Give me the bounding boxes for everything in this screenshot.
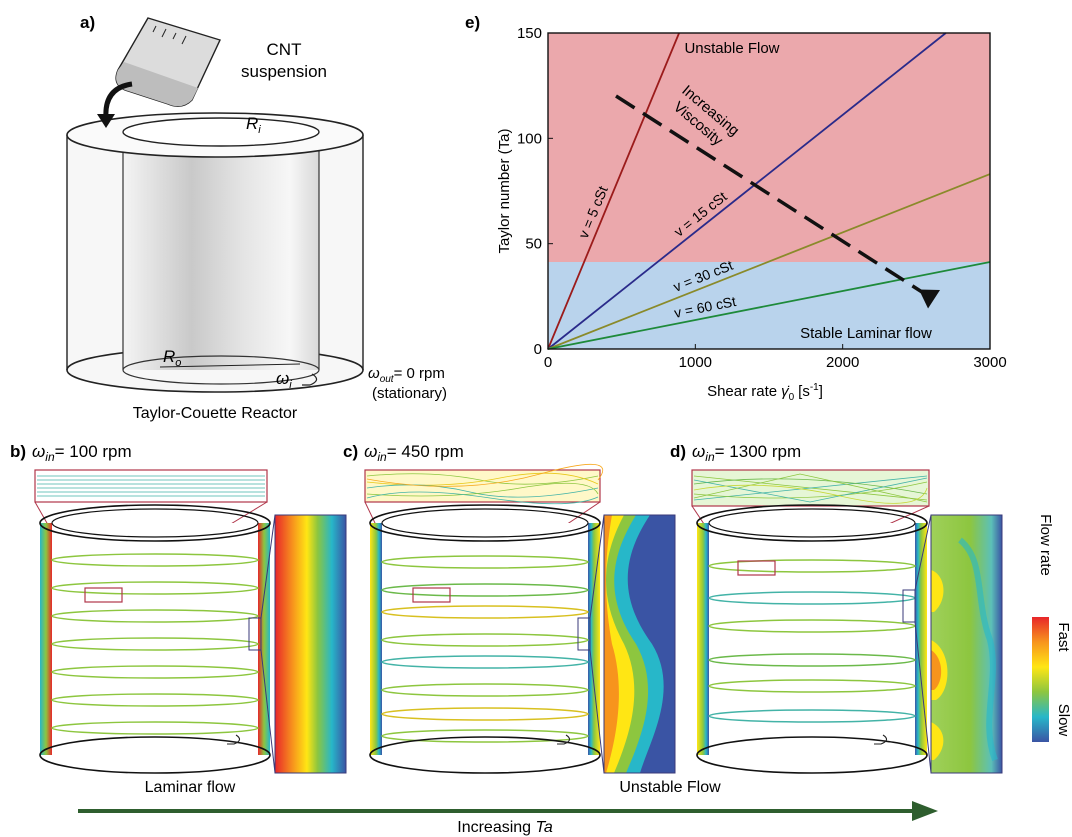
inner-cylinder-top <box>122 117 320 147</box>
plot-frame <box>547 32 991 350</box>
rotation-icon-c <box>557 734 571 745</box>
pour-arrow-icon <box>103 81 133 119</box>
side-zoom-line-b1 <box>260 514 276 619</box>
x-tick-label-0: 0 <box>544 354 552 371</box>
viscosity-arrowhead-icon <box>918 289 941 309</box>
panel-a-label: a) <box>80 13 95 32</box>
legend-gradient-bar <box>1032 617 1049 742</box>
cylinder-d-left-wall <box>697 523 709 755</box>
zoom-box-c <box>412 587 451 603</box>
inner-omega-label: ωi <box>276 369 292 391</box>
cylinder-b-right-wall <box>258 523 270 755</box>
y-tick-label-3: 150 <box>517 25 542 42</box>
x-tick-label-2: 2000 <box>826 354 859 371</box>
cylinder-c-right-wall <box>588 523 600 755</box>
cnt-label: CNT <box>267 40 302 59</box>
cylinder-b-top-outer <box>39 504 271 542</box>
flow-profile-d <box>930 514 1003 774</box>
cylinder-d-right-wall <box>915 523 927 755</box>
side-zoom-line-c1 <box>589 514 605 619</box>
viscosity-arrow <box>615 94 923 294</box>
flow-profile-c <box>603 514 676 774</box>
increasing-ta-label: Increasing Ta <box>457 819 553 836</box>
inset-streamlines-d <box>693 473 928 504</box>
reactor-caption: Taylor-Couette Reactor <box>133 405 298 422</box>
laminar-flow-label: Laminar flow <box>145 779 236 796</box>
cylinder-c-streamlines <box>381 555 589 743</box>
outer-omega-label: ωout= 0 rpm <box>368 365 445 385</box>
side-zoom-box-b <box>248 617 262 651</box>
cylinder-d-bottom <box>696 736 928 774</box>
legend-slow-label: Slow <box>1055 704 1072 737</box>
x-tick-label-1: 1000 <box>679 354 712 371</box>
cylinder-c-bottom <box>369 736 601 774</box>
x-axis-label: Shear rate γ̇0 [s-1] <box>707 382 823 403</box>
rotation-icon-d <box>874 734 888 745</box>
inset-streamlines-c <box>366 464 604 505</box>
panel-b: b) ωin= 100 rpm <box>10 442 347 774</box>
side-zoom-box-d <box>902 589 916 623</box>
flow-rate-legend: Flow rate Fast Slow <box>1032 514 1072 742</box>
cylinder-c-body <box>370 523 600 755</box>
outer-radius-label: Ro <box>163 347 181 369</box>
unstable-region <box>548 33 990 262</box>
cylinder-b-left-wall <box>40 523 52 755</box>
panel-d: d) ωin= 1300 rpm <box>670 442 1003 774</box>
unstable-region-label: Unstable Flow <box>684 40 779 57</box>
inset-zoom-b <box>34 469 268 503</box>
side-zoom-line-c2 <box>589 649 605 774</box>
rotation-icon-b <box>227 734 241 745</box>
series-line-4 <box>547 261 991 350</box>
inset-streamlines-b <box>37 475 265 497</box>
side-zoom-line-d1 <box>914 514 932 591</box>
side-zoom-box-c <box>577 617 591 651</box>
cylinder-b-top-inner <box>51 508 259 538</box>
series-line-3 <box>547 173 991 350</box>
zoom-box-b <box>84 587 123 603</box>
cylinder-b-bottom <box>39 736 271 774</box>
panel-a: a) Ri Ro ωi CNT suspension <box>66 13 447 422</box>
increasing-ta-arrowhead-icon <box>912 801 938 821</box>
unstable-flow-label: Unstable Flow <box>619 779 721 796</box>
cylinder-c-top-inner <box>381 508 589 538</box>
legend-title: Flow rate <box>1037 514 1054 576</box>
stationary-label: (stationary) <box>372 385 447 402</box>
side-zoom-line-d2 <box>914 621 932 774</box>
rotation-arrow-icon <box>302 373 318 386</box>
cylinder-c-left-wall <box>370 523 382 755</box>
zoom-box-d <box>737 560 776 576</box>
inner-cylinder-bottom <box>122 355 320 385</box>
beaker-icon <box>115 17 221 107</box>
pour-arrowhead-icon <box>97 114 115 128</box>
panel-d-title: d) ωin= 1300 rpm <box>670 442 801 464</box>
series-line-2 <box>547 32 947 350</box>
outer-radius-line <box>159 363 301 368</box>
x-tick-label-3: 3000 <box>973 354 1006 371</box>
panel-e-label: e) <box>465 13 480 32</box>
side-zoom-line-b2 <box>260 649 276 774</box>
cylinder-b-body <box>40 523 270 755</box>
y-axis-label: Taylor number (Ta) <box>496 128 513 253</box>
cylinder-d-top-outer <box>696 504 928 542</box>
cylinder-c-top-outer <box>369 504 601 542</box>
cylinder-d-top-inner <box>708 508 916 538</box>
legend-fast-label: Fast <box>1055 622 1072 652</box>
cylinder-b-streamlines <box>51 553 259 735</box>
flow-profile-b <box>274 514 347 774</box>
y-tick-label-1: 50 <box>525 236 542 253</box>
panel-b-title: b) ωin= 100 rpm <box>10 442 132 464</box>
inner-cylinder-body <box>123 132 319 370</box>
stable-region-label: Stable Laminar flow <box>800 325 932 342</box>
panel-c: c) ωin= 450 rpm <box>343 442 676 774</box>
suspension-label: suspension <box>241 62 327 81</box>
series-line-1 <box>547 32 680 350</box>
panel-c-title: c) ωin= 450 rpm <box>343 442 464 464</box>
y-tick-label-2: 100 <box>517 130 542 147</box>
inner-radius-label: Ri <box>246 114 261 136</box>
y-tick-label-0: 0 <box>534 341 542 358</box>
